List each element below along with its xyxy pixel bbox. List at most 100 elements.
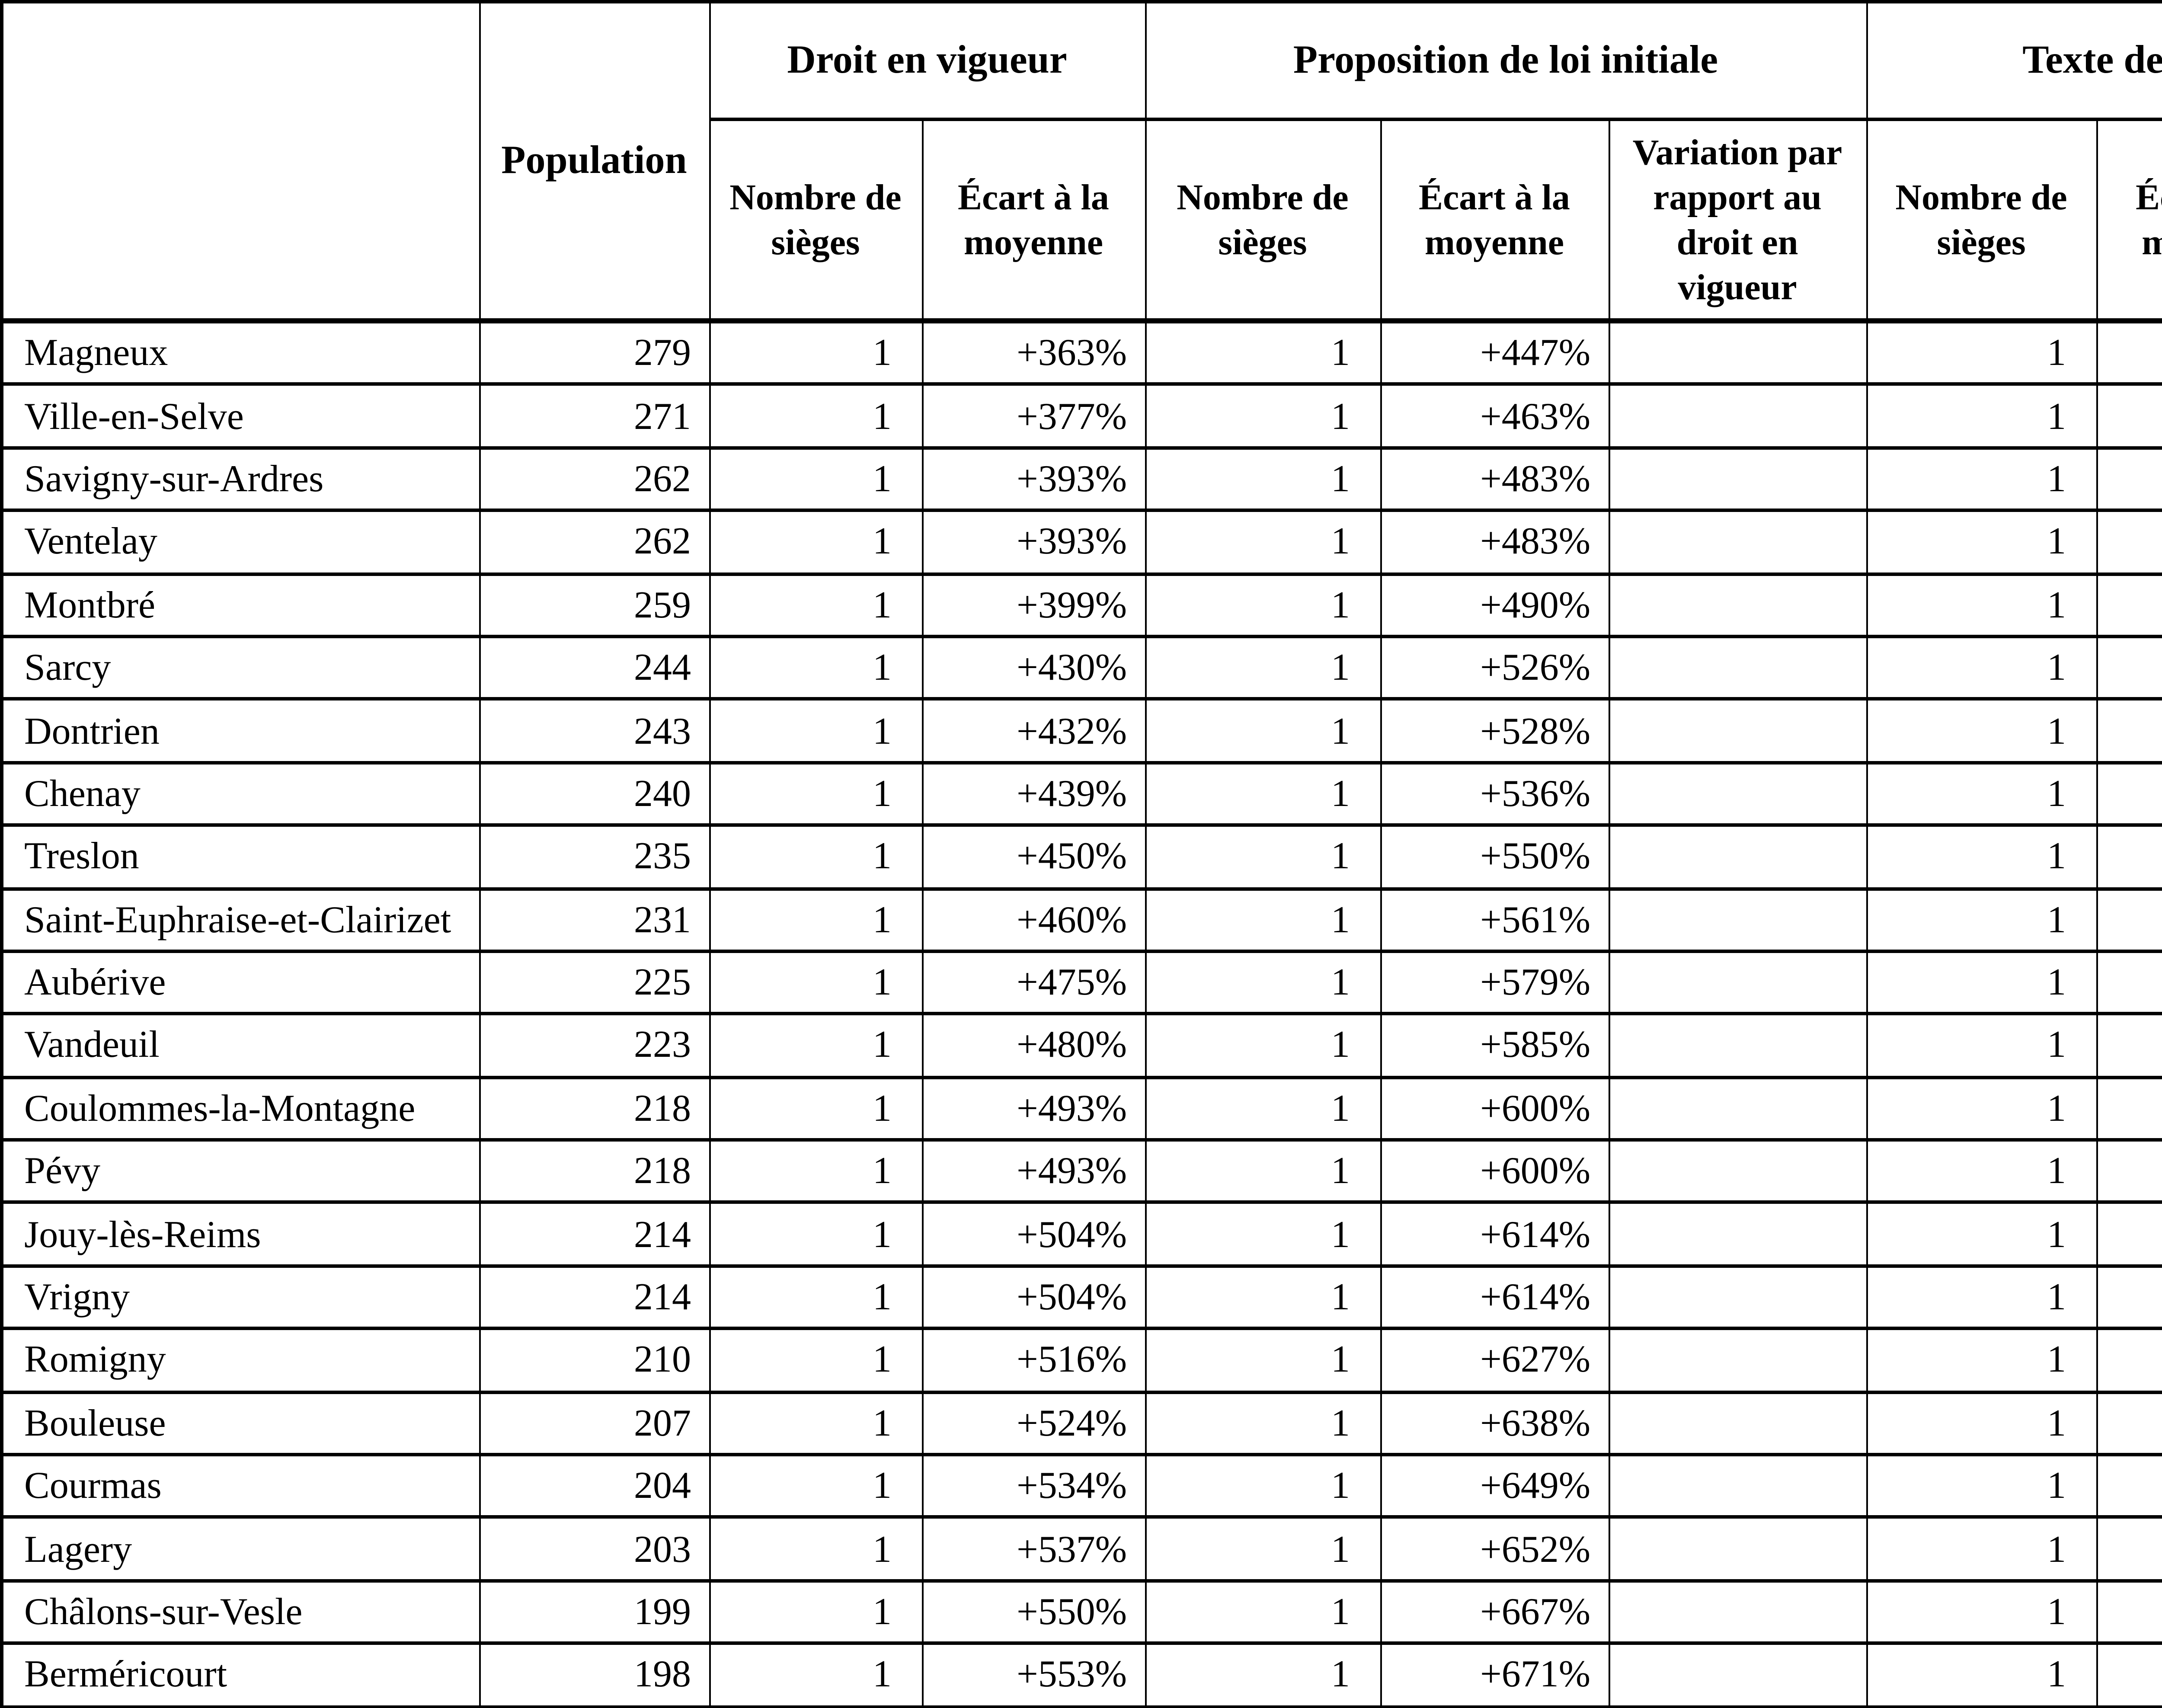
commission-ecart-cell: +517%	[2095, 1453, 2162, 1519]
group-header-row: Population Droit en vigueur Proposition …	[1, 0, 2162, 323]
commission-ecart-cell: +351%	[2095, 319, 2162, 387]
proposition-ecart-cell: +561%	[1379, 886, 1609, 953]
commune-cell: Ville-en-Selve	[1, 383, 480, 450]
proposition-ecart-cell: +447%	[1379, 319, 1609, 387]
group-header-texte-commission: Texte de la commission	[1865, 0, 2162, 121]
commune-cell: Châlons-sur-Vesle	[1, 1579, 480, 1645]
droit-sieges-cell: 1	[708, 1075, 923, 1142]
proposition-sieges-cell: 1	[1144, 509, 1381, 576]
droit-ecart-cell: +504%	[921, 1201, 1146, 1268]
proposition-sieges-header: Nombre de sièges	[1144, 118, 1381, 323]
droit-sieges-cell: 1	[708, 446, 923, 512]
droit-sieges-cell: 1	[708, 760, 923, 827]
commission-sieges-cell: 1	[1865, 1075, 2098, 1142]
table-row: Coulommes-la-Montagne2181+493%1+600%1+47…	[1, 1075, 2162, 1142]
proposition-variation-cell	[1607, 446, 1868, 512]
proposition-sieges-cell: 1	[1144, 949, 1381, 1016]
proposition-sieges-cell: 1	[1144, 1138, 1381, 1205]
commune-cell: Ventelay	[1, 509, 480, 576]
population-cell: 210	[478, 1327, 710, 1394]
commission-sieges-cell: 1	[1865, 1641, 2098, 1708]
droit-ecart-cell: +493%	[921, 1075, 1146, 1142]
proposition-ecart-cell: +550%	[1379, 823, 1609, 890]
commission-ecart-cell: +478%	[2095, 1138, 2162, 1205]
commission-ecart-cell: +381%	[2095, 446, 2162, 512]
commune-cell: Magneux	[1, 319, 480, 387]
droit-sieges-cell: 1	[708, 823, 923, 890]
group-header-proposition-de-loi: Proposition de loi initiale	[1144, 0, 1868, 121]
proposition-variation-cell	[1607, 823, 1868, 890]
commission-sieges-cell: 1	[1865, 1264, 2098, 1331]
droit-ecart-cell: +363%	[921, 319, 1146, 387]
commission-ecart-cell: +381%	[2095, 509, 2162, 576]
proposition-variation-cell	[1607, 572, 1868, 638]
droit-sieges-cell: 1	[708, 509, 923, 576]
droit-sieges-cell: 1	[708, 383, 923, 450]
droit-ecart-cell: +377%	[921, 383, 1146, 450]
commune-cell: Berméricourt	[1, 1641, 480, 1708]
proposition-ecart-cell: +627%	[1379, 1327, 1609, 1394]
commune-cell: Coulommes-la-Montagne	[1, 1075, 480, 1142]
proposition-variation-cell	[1607, 886, 1868, 953]
commune-cell: Montbré	[1, 572, 480, 638]
proposition-sieges-cell: 1	[1144, 1327, 1381, 1394]
commune-cell: Saint-Euphraise-et-Clairizet	[1, 886, 480, 953]
proposition-variation-cell	[1607, 760, 1868, 827]
proposition-variation-cell	[1607, 1453, 1868, 1519]
proposition-variation-header: Variation par rapport au droit en vigueu…	[1607, 118, 1868, 323]
commission-ecart-cell: +416%	[2095, 634, 2162, 701]
commission-sieges-cell: 1	[1865, 886, 2098, 953]
sub-header-row: Nombre de sièges Écart à la moyenne Nomb…	[2, 118, 2162, 323]
population-cell: 218	[478, 1075, 710, 1142]
commission-ecart-cell: +460%	[2095, 949, 2162, 1016]
commission-sieges-cell: 1	[1865, 760, 2098, 827]
commune-cell: Dontrien	[1, 697, 480, 764]
droit-ecart-cell: +460%	[921, 886, 1146, 953]
proposition-ecart-cell: +652%	[1379, 1516, 1609, 1583]
commission-ecart-cell: +533%	[2095, 1579, 2162, 1645]
commission-ecart-cell: +386%	[2095, 572, 2162, 638]
droit-sieges-cell: 1	[708, 1327, 923, 1394]
droit-ecart-cell: +516%	[921, 1327, 1146, 1394]
proposition-sieges-cell: 1	[1144, 319, 1381, 387]
proposition-sieges-cell: 1	[1144, 1641, 1381, 1708]
proposition-variation-cell	[1607, 1579, 1868, 1645]
population-cell: 204	[478, 1453, 710, 1519]
commission-ecart-cell: +508%	[2095, 1390, 2162, 1457]
commission-sieges-cell: 1	[1865, 823, 2098, 890]
commission-sieges-cell: 1	[1865, 1579, 2098, 1645]
droit-ecart-cell: +430%	[921, 634, 1146, 701]
proposition-ecart-cell: +483%	[1379, 509, 1609, 576]
proposition-variation-cell	[1607, 1264, 1868, 1331]
proposition-sieges-cell: 1	[1144, 697, 1381, 764]
proposition-sieges-cell: 1	[1144, 886, 1381, 953]
commune-cell: Pévy	[1, 1138, 480, 1205]
commune-cell: Lagery	[1, 1516, 480, 1583]
table-row: Saint-Euphraise-et-Clairizet 231 1 +460% 1 +5…	[1, 886, 2162, 953]
commission-sieges-cell: 1	[1865, 1201, 2098, 1268]
commune-cell: Bouleuse	[1, 1390, 480, 1457]
commune-cell: Savigny-sur-Ardres	[1, 446, 480, 512]
droit-ecart-cell: +450%	[921, 823, 1146, 890]
proposition-ecart-cell: +638%	[1379, 1390, 1609, 1457]
population-cell: 271	[478, 383, 710, 450]
proposition-ecart-cell: +600%	[1379, 1138, 1609, 1205]
commission-sieges-cell: 1	[1865, 1516, 2098, 1583]
proposition-ecart-cell: +671%	[1379, 1641, 1609, 1708]
proposition-variation-cell	[1607, 949, 1868, 1016]
commune-corner-cell	[1, 0, 480, 323]
proposition-sieges-cell: 1	[1144, 572, 1381, 638]
droit-ecart-cell: +393%	[921, 446, 1146, 512]
proposition-sieges-cell: 1	[1144, 1075, 1381, 1142]
population-cell: 203	[478, 1516, 710, 1583]
droit-ecart-cell: +550%	[921, 1579, 1146, 1645]
proposition-variation-cell	[1607, 697, 1868, 764]
proposition-variation-cell	[1607, 1138, 1868, 1205]
